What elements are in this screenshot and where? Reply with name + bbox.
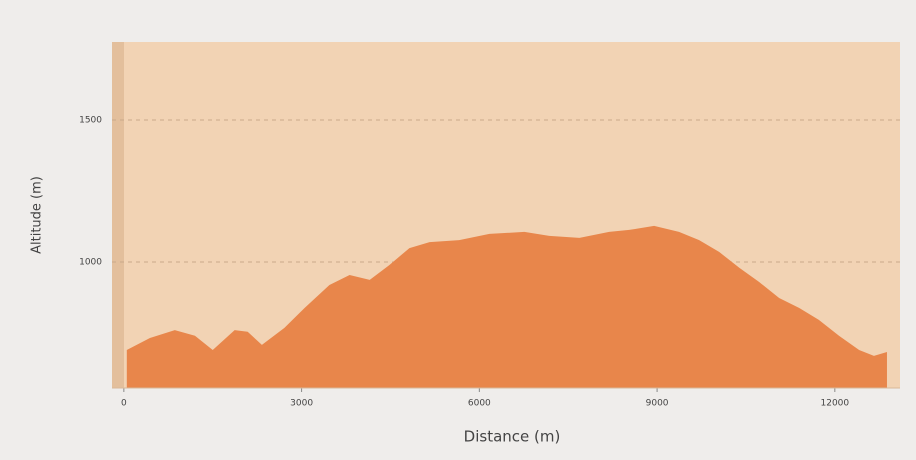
x-tick-label: 12000 [821, 399, 850, 409]
x-tick-label: 6000 [468, 399, 491, 409]
y-tick-label: 1500 [79, 116, 102, 126]
plot-edge [112, 42, 124, 388]
x-axis-label: Distance (m) [464, 428, 561, 446]
x-tick-label: 3000 [290, 399, 313, 409]
area [126, 225, 887, 388]
y-tick-label: 1000 [79, 257, 102, 267]
x-tick-label: 9000 [646, 399, 669, 409]
x-tick-label: 0 [121, 399, 127, 409]
y-axis-label: Altitude (m) [30, 176, 45, 254]
